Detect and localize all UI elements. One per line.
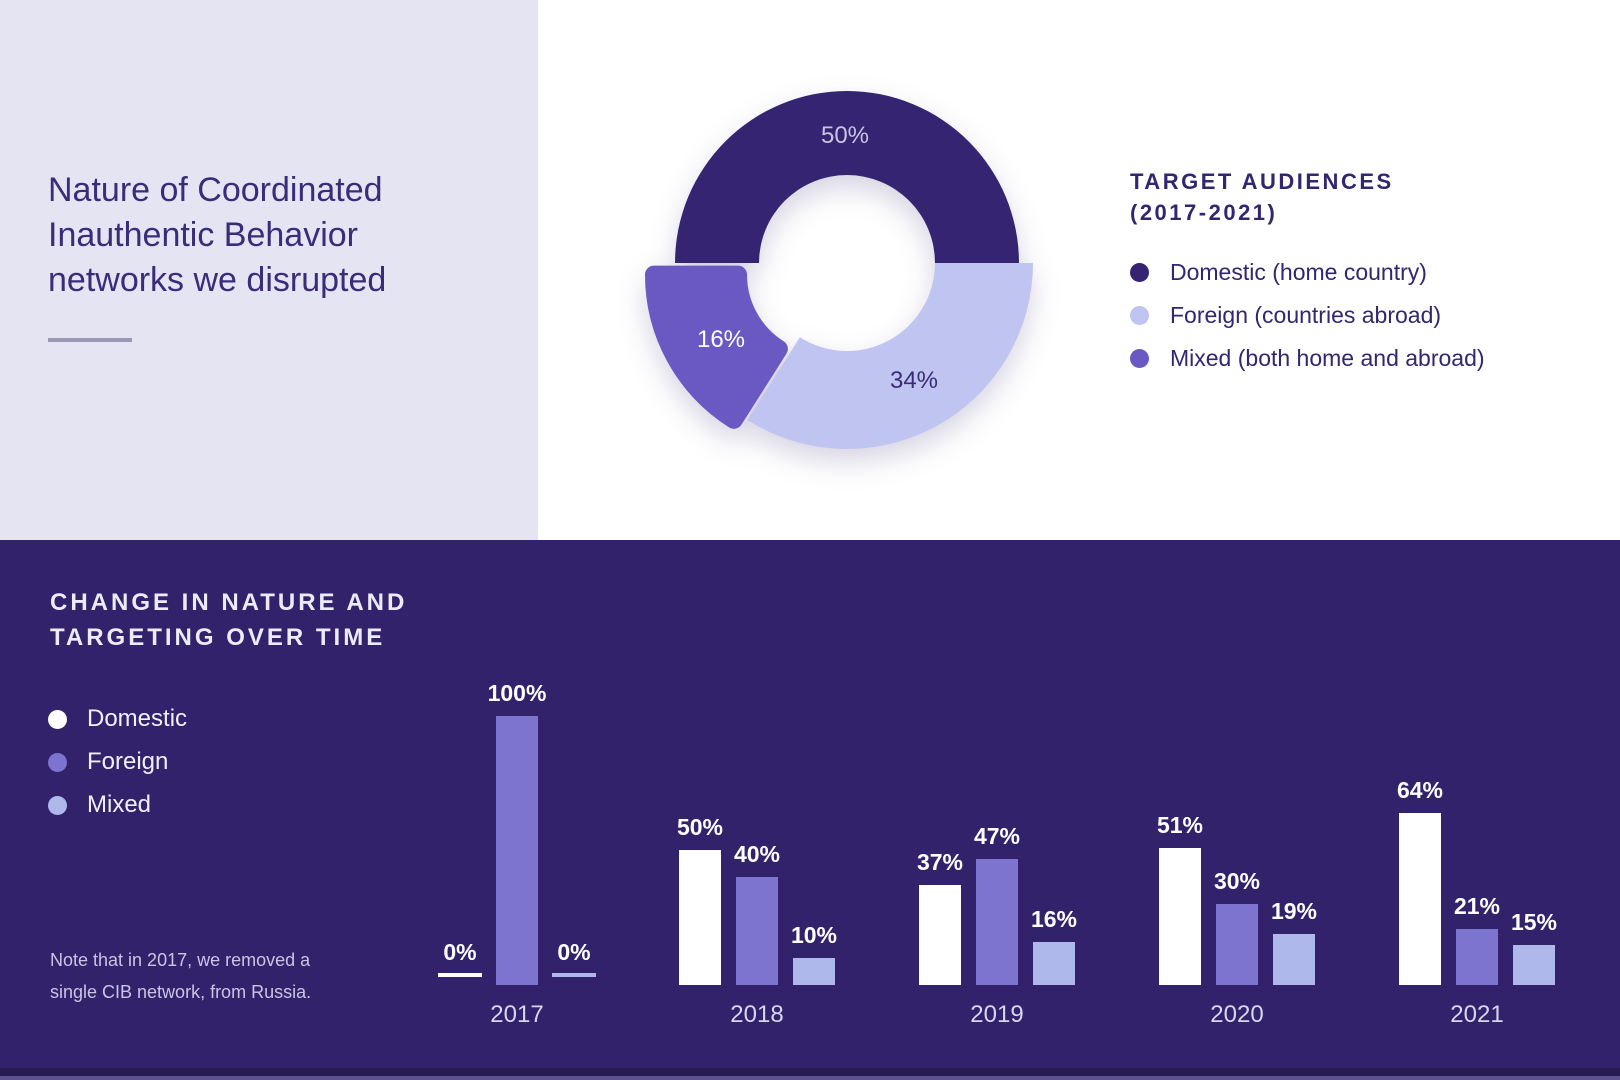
bar-value-label: 10%: [790, 922, 838, 948]
bar-domestic-2019: [919, 885, 961, 985]
legend-item-foreign: Foreign: [48, 748, 187, 775]
donut-value-label: 50%: [820, 122, 870, 149]
bar-foreign-2018: [736, 877, 778, 985]
footnote-line: single CIB network, from Russia.: [50, 982, 312, 1002]
bar-value-label: 16%: [1030, 906, 1078, 932]
bar-domestic-2021: [1399, 813, 1441, 985]
bar-chart-legend: Domestic Foreign Mixed: [48, 705, 188, 836]
bar-mixed-2017: [552, 973, 596, 977]
bar-value-label: 21%: [1453, 893, 1501, 919]
year-label-2019: 2019: [970, 1001, 1024, 1028]
bar-value-label: 47%: [973, 823, 1021, 849]
foreign-dot-icon: [1130, 305, 1149, 325]
donut-slice-mixed: [645, 265, 788, 429]
legend-item-label: Domestic: [87, 705, 188, 732]
bar-value-label: 64%: [1396, 777, 1444, 803]
year-label-2020: 2020: [1210, 1001, 1264, 1028]
bar-value-label: 40%: [733, 841, 781, 867]
legend-title: TARGET AUDIENCES (2017-2021): [1130, 166, 1485, 228]
mixed-dot-icon: [1130, 348, 1149, 368]
year-label-2017: 2017: [490, 1001, 544, 1028]
year-label-2018: 2018: [730, 1001, 784, 1028]
bar-value-label: 0%: [443, 939, 477, 965]
legend-item-foreign: Foreign (countries abroad): [1130, 301, 1485, 329]
bar-foreign-2019: [976, 859, 1018, 985]
domestic-dot-icon: [48, 709, 67, 729]
bar-mixed-2020: [1273, 934, 1315, 985]
page-title-line: Nature of Coordinated: [48, 171, 383, 209]
legend-item-mixed: Mixed (both home and abroad): [1130, 344, 1485, 372]
title-divider: [48, 338, 132, 342]
bar-mixed-2019: [1033, 942, 1075, 985]
bar-foreign-2020: [1216, 904, 1258, 985]
bar-value-label: 19%: [1270, 898, 1318, 924]
title-panel: Nature of Coordinated Inauthentic Behavi…: [0, 0, 538, 540]
legend-item-label: Foreign: [87, 748, 169, 775]
bar-chart-plot-area: 0% 100% 0% 2017 50% 40% 10% 2018 37% 47% 16% 2019 51…: [0, 540, 1620, 1080]
donut-slice-domestic: [675, 91, 1019, 263]
page-title-line: networks we disrupted: [48, 261, 387, 299]
bar-value-label: 51%: [1156, 812, 1204, 838]
legend-item-domestic: Domestic: [48, 705, 188, 732]
bar-foreign-2017: [496, 716, 538, 985]
bar-chart-panel: [0, 540, 1620, 1080]
bar-value-label: 30%: [1213, 868, 1261, 894]
page-title: Nature of Coordinated Inauthentic Behavi…: [48, 168, 508, 303]
target-audiences-legend: TARGET AUDIENCES (2017-2021) Domestic (h…: [1130, 166, 1485, 387]
legend-item-label: Domestic (home country): [1170, 258, 1427, 285]
bottom-edge-light: [0, 1076, 1620, 1080]
donut-value-label: 34%: [889, 367, 939, 394]
legend-item-label: Mixed (both home and abroad): [1170, 344, 1485, 371]
bottom-edge-dark: [0, 1068, 1620, 1076]
legend-item-mixed: Mixed: [48, 791, 187, 818]
legend-title-line: (2017-2021): [1130, 200, 1278, 225]
bar-domestic-2020: [1159, 848, 1201, 985]
donut-value-label: 16%: [696, 326, 746, 353]
bar-mixed-2021: [1513, 945, 1555, 985]
bar-chart-heading-line: CHANGE IN NATURE AND: [50, 589, 408, 616]
footnote-line: Note that in 2017, we removed a: [50, 950, 311, 970]
mixed-dot-icon: [48, 795, 67, 815]
bar-chart-heading-line: TARGETING OVER TIME: [50, 624, 386, 651]
legend-title-line: TARGET AUDIENCES: [1130, 169, 1394, 194]
bar-value-label: 100%: [487, 680, 547, 706]
bar-value-label: 15%: [1510, 909, 1558, 935]
page-title-line: Inauthentic Behavior: [48, 216, 358, 254]
bar-domestic-2017: [438, 973, 482, 977]
donut-slice-foreign: [747, 263, 1033, 449]
legend-item-label: Foreign (countries abroad): [1170, 301, 1442, 328]
donut-chart: [645, 91, 1033, 449]
bar-chart-heading: CHANGE IN NATURE AND TARGETING OVER TIME: [50, 585, 407, 655]
domestic-dot-icon: [1130, 262, 1149, 282]
legend-item-label: Mixed: [87, 791, 152, 818]
bar-value-label: 50%: [676, 814, 724, 840]
bar-value-label: 0%: [557, 939, 591, 965]
bar-mixed-2018: [793, 958, 835, 985]
foreign-dot-icon: [48, 752, 67, 772]
bar-value-label: 37%: [916, 849, 964, 875]
bar-domestic-2018: [679, 850, 721, 985]
bar-foreign-2021: [1456, 929, 1498, 985]
year-label-2021: 2021: [1450, 1001, 1504, 1028]
footnote: Note that in 2017, we removed a single C…: [50, 944, 311, 1008]
legend-item-domestic: Domestic (home country): [1130, 258, 1485, 286]
